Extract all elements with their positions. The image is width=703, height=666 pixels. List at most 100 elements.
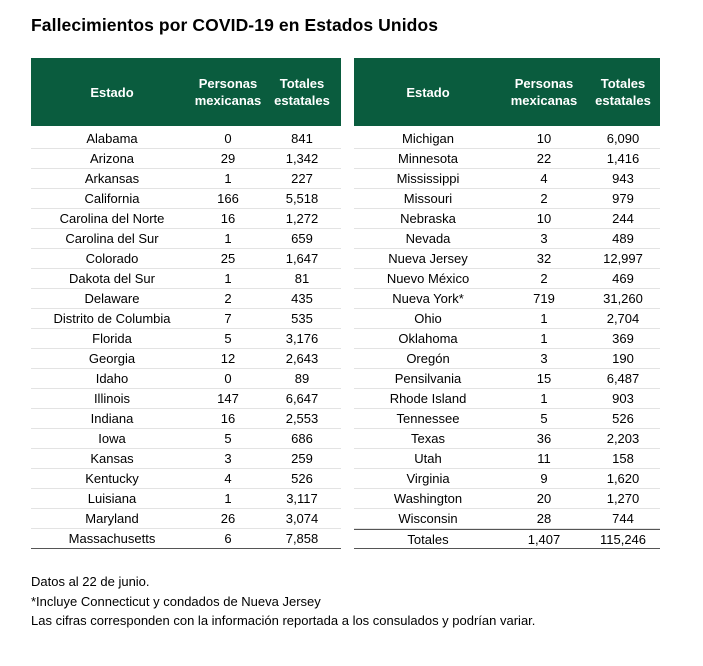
cell-totales-estatales: 227 (291, 171, 313, 186)
cell-estado: Missouri (403, 191, 453, 206)
cell-totales-estatales: 31,260 (603, 291, 643, 306)
cell-estado: Nueva York* (392, 291, 464, 306)
header-totales-line2: estatales (274, 93, 330, 108)
table-row: Oregón 3 190 (354, 349, 660, 369)
cell-totales-estatales: 435 (291, 291, 313, 306)
cell-totales-estatales: 2,553 (285, 411, 319, 426)
cell-personas-mexicanas: 0 (224, 371, 232, 386)
cell-personas-mexicanas: 1 (540, 331, 548, 346)
header-totales-line1: Totales (600, 76, 646, 91)
table-row: Nebraska 10 244 (354, 209, 660, 229)
header-estado: Estado (406, 84, 450, 100)
cell-estado: Pensilvania (394, 371, 462, 386)
cell-personas-mexicanas: 4 (540, 171, 548, 186)
cell-estado: Mississippi (396, 171, 460, 186)
table-row: Missouri 2 979 (354, 189, 660, 209)
cell-totales-estatales: 3,074 (285, 511, 319, 526)
cell-totales-estatales: 469 (612, 271, 634, 286)
cell-personas-mexicanas: 1 (224, 231, 232, 246)
cell-estado: Washington (393, 491, 463, 506)
cell-personas-mexicanas: 1 (224, 171, 232, 186)
cell-totales-estatales: 259 (291, 451, 313, 466)
cell-personas-mexicanas: 15 (536, 371, 552, 386)
cell-estado: Florida (92, 331, 132, 346)
cell-personas-mexicanas: 29 (220, 151, 236, 166)
table-row: Carolina del Sur 1 659 (31, 229, 341, 249)
table-row: California 166 5,518 (31, 189, 341, 209)
cell-totales-estatales: 81 (294, 271, 310, 286)
cell-totales-estatales: 7,858 (285, 531, 319, 546)
cell-totales-estatales: 3,176 (285, 331, 319, 346)
table-row: Alabama 0 841 (31, 129, 341, 149)
cell-totales-estatales: 158 (612, 451, 634, 466)
note-disclaimer: Las cifras corresponden con la informaci… (31, 613, 536, 628)
cell-personas-mexicanas: 22 (536, 151, 552, 166)
cell-totales-estatales: 744 (612, 511, 634, 526)
cell-estado: Delaware (84, 291, 140, 306)
cell-estado: Colorado (85, 251, 139, 266)
header-personas-line2: mexicanas (194, 93, 262, 108)
cell-totales-estatales: 1,416 (606, 151, 640, 166)
cell-totales-estatales: 369 (612, 331, 634, 346)
cell-personas-mexicanas: 9 (540, 471, 548, 486)
cell-personas-mexicanas: 7 (224, 311, 232, 326)
note-asterisk: *Incluye Connecticut y condados de Nueva… (31, 593, 321, 609)
cell-totales-estatales: 686 (291, 431, 313, 446)
cell-estado: Oregón (406, 351, 450, 366)
table-row: Arkansas 1 227 (31, 169, 341, 189)
table-row: Texas 36 2,203 (354, 429, 660, 449)
cell-personas-mexicanas: 3 (540, 231, 548, 246)
cell-totales-estatales: 659 (291, 231, 313, 246)
cell-estado: Idaho (95, 371, 129, 386)
header-personas-line2: mexicanas (510, 93, 578, 108)
cell-personas-mexicanas: 12 (220, 351, 236, 366)
table-row: Illinois 147 6,647 (31, 389, 341, 409)
cell-personas-mexicanas: 2 (540, 271, 548, 286)
table-row: Ohio 1 2,704 (354, 309, 660, 329)
left-table-body: Alabama 0 841 Arizona 29 1,342 Arkansas 1 227 Cal… (31, 126, 341, 549)
cell-personas-mexicanas: 36 (536, 431, 552, 446)
table-row: Maryland 26 3,074 (31, 509, 341, 529)
cell-personas-mexicanas: 25 (220, 251, 236, 266)
cell-estado: Iowa (98, 431, 126, 446)
right-table-body: Michigan 10 6,090 Minnesota 22 1,416 Mississip… (354, 126, 660, 549)
cell-personas-mexicanas: 10 (536, 211, 552, 226)
cell-total-estatales: 115,246 (599, 531, 647, 547)
cell-estado: Luisiana (87, 491, 137, 506)
header-estado: Estado (90, 84, 134, 100)
table-row: Utah 11 158 (354, 449, 660, 469)
cell-estado: Nueva Jersey (388, 251, 468, 266)
header-totales-estatales: Totales estatales (586, 75, 660, 109)
cell-estado: Massachusetts (68, 531, 156, 546)
table-row: Dakota del Sur 1 81 (31, 269, 341, 289)
table-row: Indiana 16 2,553 (31, 409, 341, 429)
table-row: Nuevo México 2 469 (354, 269, 660, 289)
cell-totales-estatales: 2,643 (285, 351, 319, 366)
cell-personas-mexicanas: 11 (537, 451, 551, 466)
cell-estado: Wisconsin (398, 511, 458, 526)
table-row: Iowa 5 686 (31, 429, 341, 449)
table-row: Colorado 25 1,647 (31, 249, 341, 269)
cell-totales-estatales: 244 (612, 211, 634, 226)
table-row: Tennessee 5 526 (354, 409, 660, 429)
table-row: Massachusetts 6 7,858 (31, 529, 341, 549)
cell-personas-mexicanas: 6 (224, 531, 232, 546)
cell-totales-estatales: 3,117 (286, 491, 318, 506)
cell-estado: Nebraska (400, 211, 456, 226)
cell-totales-estatales: 526 (612, 411, 634, 426)
header-personas-line1: Personas (514, 76, 574, 91)
cell-estado: Tennessee (396, 411, 460, 426)
cell-estado: Carolina del Norte (59, 211, 165, 226)
table-row: Luisiana 1 3,117 (31, 489, 341, 509)
page-title: Fallecimientos por COVID-19 en Estados U… (31, 15, 439, 35)
cell-personas-mexicanas: 1 (224, 491, 232, 506)
cell-personas-mexicanas: 166 (217, 191, 239, 206)
table-row: Pensilvania 15 6,487 (354, 369, 660, 389)
table-row: Nueva York* 719 31,260 (354, 289, 660, 309)
cell-estado: Texas (411, 431, 445, 446)
table-row: Idaho 0 89 (31, 369, 341, 389)
cell-personas-mexicanas: 719 (533, 291, 555, 306)
cell-totales-estatales: 5,518 (285, 191, 319, 206)
table-row: Carolina del Norte 16 1,272 (31, 209, 341, 229)
cell-personas-mexicanas: 5 (224, 431, 232, 446)
